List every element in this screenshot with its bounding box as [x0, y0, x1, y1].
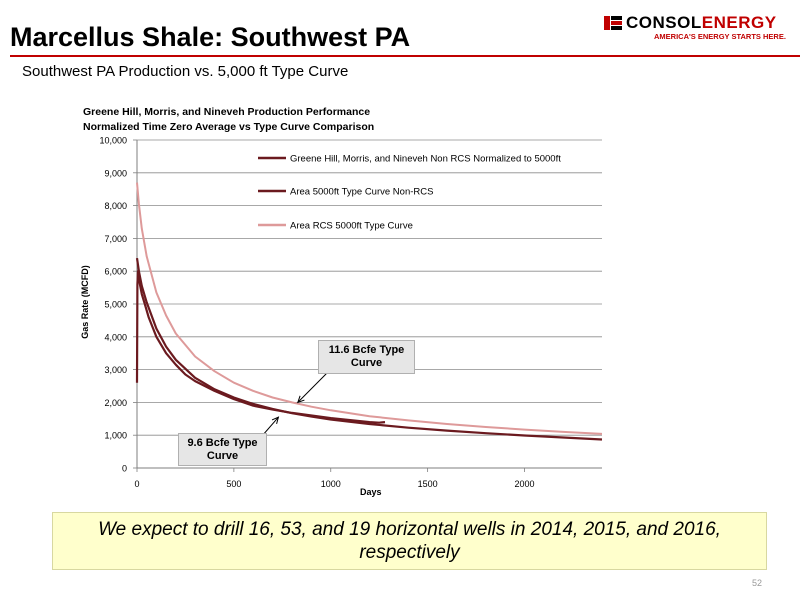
annotation-arrows [261, 372, 328, 437]
arrowhead-11-6 [297, 395, 305, 404]
x-axis-label: Days [360, 487, 382, 497]
y-tick-label: 8,000 [104, 201, 127, 211]
chart-grid [137, 139, 602, 436]
logo-mark-icon [604, 16, 622, 30]
logo-tagline: AMERICA'S ENERGY STARTS HERE. [654, 32, 786, 41]
y-tick-label: 7,000 [104, 234, 127, 244]
y-tick-label: 0 [122, 464, 127, 474]
legend-label: Area 5000ft Type Curve Non-RCS [290, 187, 433, 198]
logo-name-part1: CONSOL [626, 13, 702, 32]
y-tick-label: 5,000 [104, 300, 127, 310]
x-tick-label: 2000 [514, 479, 534, 489]
chart-subtitle: Normalized Time Zero Average vs Type Cur… [83, 121, 374, 133]
x-tick-label: 0 [134, 479, 139, 489]
drilling-plan-banner: We expect to drill 16, 53, and 19 horizo… [52, 512, 767, 570]
y-tick-label: 4,000 [104, 332, 127, 342]
series-line-type-curve-rcs [136, 182, 603, 435]
arrowhead-9-6 [271, 416, 280, 425]
y-tick-label: 2,000 [104, 398, 127, 408]
company-logo: CONSOLENERGY AMERICA'S ENERGY STARTS HER… [602, 12, 792, 46]
slide-subtitle: Southwest PA Production vs. 5,000 ft Typ… [22, 63, 349, 80]
y-tick-label: 10,000 [99, 136, 127, 146]
y-tick-label: 1,000 [104, 431, 127, 441]
legend-label: Area RCS 5000ft Type Curve [290, 221, 413, 232]
logo-wordmark: CONSOLENERGY [626, 13, 777, 33]
y-tick-label: 9,000 [104, 168, 127, 178]
y-tick-label: 6,000 [104, 267, 127, 277]
logo-name-part2: ENERGY [701, 13, 777, 32]
x-tick-label: 500 [226, 479, 241, 489]
series-line-type-curve-non-rcs [135, 257, 603, 441]
series-line-non-rcs-actual [135, 270, 386, 424]
chart-title: Greene Hill, Morris, and Nineveh Product… [83, 106, 370, 118]
callout-11-6-bcfe: 11.6 Bcfe Type Curve [318, 340, 415, 374]
legend-label: Greene Hill, Morris, and Nineveh Non RCS… [290, 154, 561, 165]
y-tick-label: 3,000 [104, 365, 127, 375]
x-tick-label: 1000 [321, 479, 341, 489]
annotation-arrow-11-6 [297, 372, 328, 403]
annotation-arrow-9-6 [261, 416, 279, 437]
chart-series [135, 182, 603, 441]
chart-legend: Greene Hill, Morris, and Nineveh Non RCS… [258, 154, 561, 232]
callout-9-6-bcfe: 9.6 Bcfe Type Curve [178, 433, 267, 466]
slide-title: Marcellus Shale: Southwest PA [10, 22, 411, 52]
y-axis-label: Gas Rate (MCFD) [80, 265, 90, 339]
page-number: 52 [752, 578, 763, 588]
chart-ticks: 0 1,000 2,000 3,000 4,000 5,000 6,000 7,000 8,00… [99, 136, 534, 490]
x-tick-label: 1500 [418, 479, 438, 489]
title-divider [10, 55, 800, 57]
